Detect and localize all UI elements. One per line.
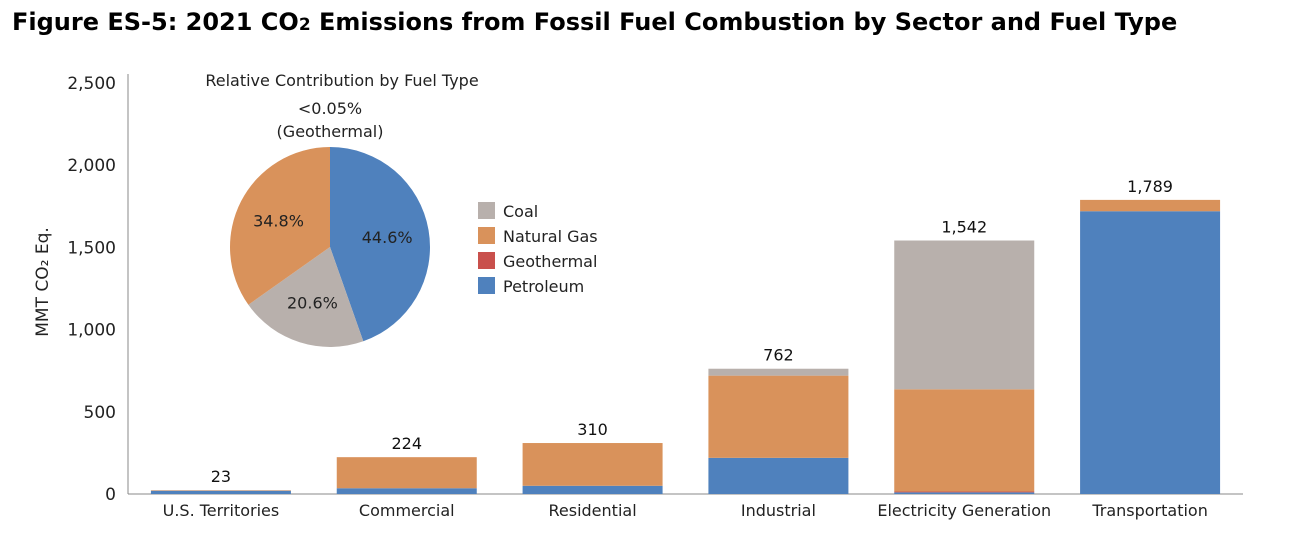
- legend-swatch: [478, 252, 495, 269]
- legend: Coal Natural Gas Geothermal Petroleum: [478, 202, 598, 296]
- bar-segment: [894, 491, 1035, 493]
- pie-annotation-value: <0.05%: [298, 99, 362, 118]
- bar-segment: [1080, 211, 1221, 494]
- y-tick-label: 2,000: [67, 156, 116, 176]
- bar-segment: [708, 457, 849, 494]
- bar-segment: [708, 375, 849, 458]
- legend-swatch: [478, 227, 495, 244]
- pie-slice: [330, 147, 430, 342]
- pie-slice: [248, 247, 364, 347]
- legend-swatch: [478, 277, 495, 294]
- bar-segment: [150, 490, 291, 494]
- category-label: Electricity Generation: [877, 501, 1051, 520]
- bar-segment: [150, 490, 291, 491]
- category-labels: U.S. Territories Commercial Residential Ind…: [163, 501, 1208, 520]
- bar-segment: [336, 488, 477, 494]
- y-tick-label: 500: [84, 403, 116, 423]
- legend-label: Natural Gas: [503, 227, 598, 246]
- category-label: Industrial: [741, 501, 816, 520]
- y-tick-label: 2,500: [67, 74, 116, 94]
- pie-slice: [230, 147, 330, 305]
- y-tick-label: 0: [105, 485, 116, 505]
- total-label: 1,542: [941, 217, 987, 236]
- category-label: Commercial: [359, 501, 455, 520]
- total-label: 224: [391, 434, 422, 453]
- total-label: 1,789: [1127, 177, 1173, 196]
- bar-segment: [708, 368, 849, 376]
- bar-segment: [894, 492, 1035, 494]
- bar-segment: [894, 389, 1035, 492]
- bars: [150, 199, 1221, 494]
- pie-slice-label: 44.6%: [362, 228, 413, 247]
- pie-title: Relative Contribution by Fuel Type: [205, 71, 478, 90]
- legend-swatch: [478, 202, 495, 219]
- legend-label: Geothermal: [503, 252, 597, 271]
- total-label: 762: [763, 346, 794, 365]
- y-ticks: 0 500 1,000 1,500 2,000 2,500: [67, 74, 116, 505]
- bar-segment: [336, 457, 477, 489]
- total-label: 310: [577, 420, 608, 439]
- y-tick-label: 1,500: [67, 238, 116, 258]
- category-label: Residential: [549, 501, 637, 520]
- category-label: U.S. Territories: [163, 501, 280, 520]
- y-tick-label: 1,000: [67, 321, 116, 341]
- pie-slice-label: 34.8%: [253, 211, 304, 230]
- bar-segment: [894, 240, 1035, 390]
- total-label: 23: [211, 467, 231, 486]
- bar-segment: [522, 443, 663, 486]
- bar-segment: [1080, 199, 1221, 212]
- bar-segment: [522, 485, 663, 494]
- legend-label: Coal: [503, 202, 538, 221]
- chart-title: Figure ES-5: 2021 CO2 Emissions from Fos…: [12, 8, 1178, 36]
- pie-slice-label: 20.6%: [287, 293, 338, 312]
- legend-label: Petroleum: [503, 277, 584, 296]
- pie-chart: 44.6% 20.6% 34.8%: [230, 147, 430, 347]
- category-label: Transportation: [1091, 501, 1208, 520]
- pie-annotation-name: (Geothermal): [277, 122, 384, 141]
- total-labels: 23 224 310 762 1,542 1,789: [211, 177, 1173, 486]
- y-axis-label: MMT CO₂ Eq.: [33, 227, 53, 337]
